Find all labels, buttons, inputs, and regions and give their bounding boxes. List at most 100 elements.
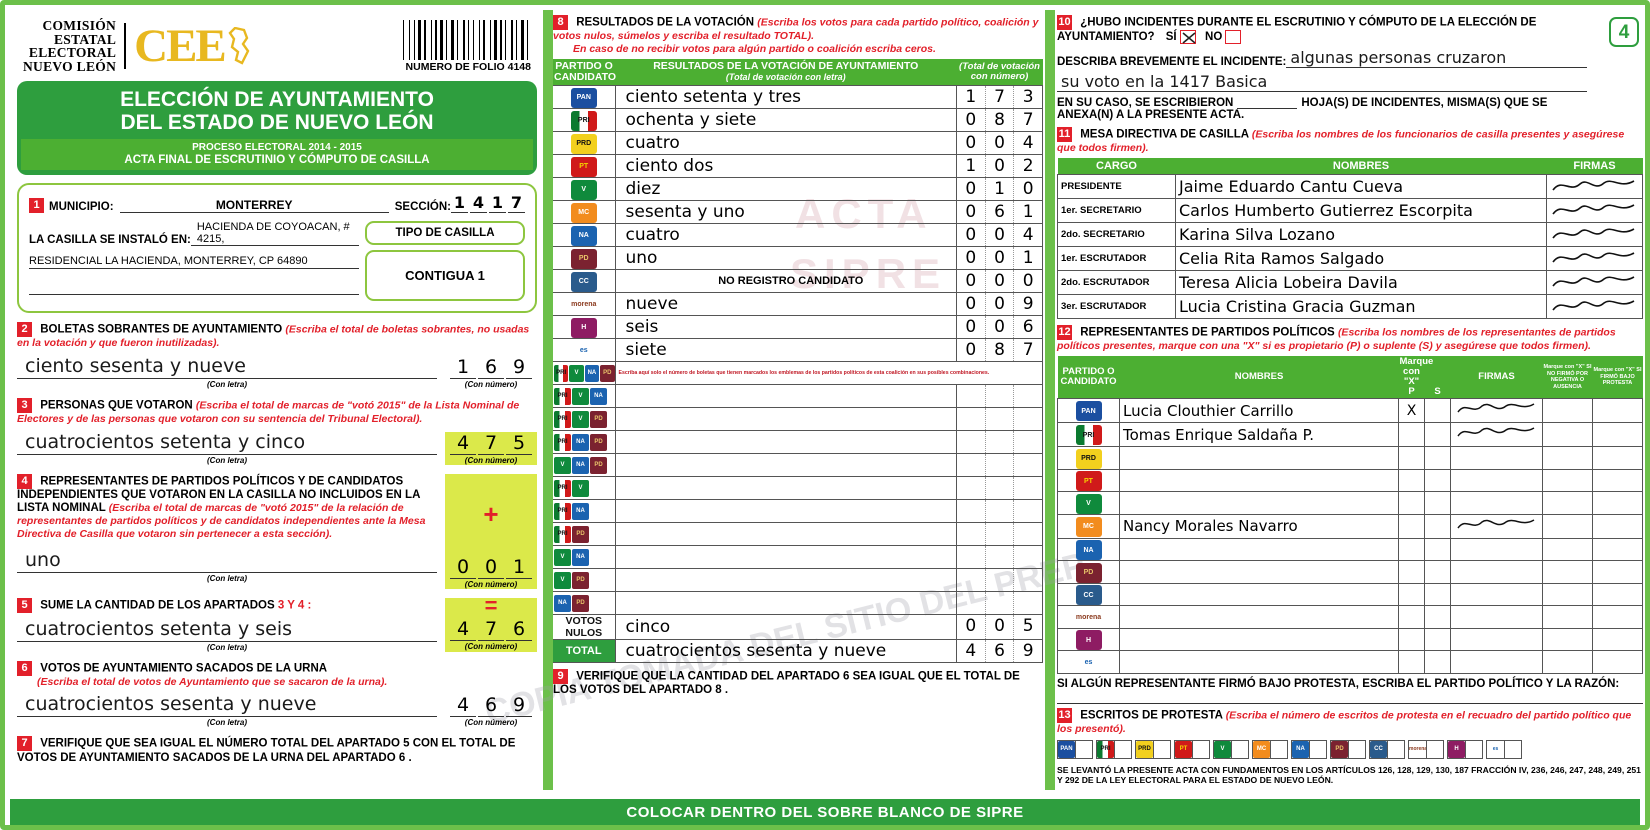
rep-bajo-protesta[interactable]	[1592, 605, 1643, 629]
vote-row-letra[interactable]: ochenta y siete	[614, 108, 957, 132]
coalition-letra[interactable]	[614, 384, 957, 408]
rep-no-firmo[interactable]	[1542, 513, 1593, 539]
rep-propietario-mark[interactable]	[1398, 627, 1425, 652]
incident-line-1[interactable]: algunas personas cruzaron	[1286, 48, 1587, 69]
section-2-numbox[interactable]: 1 6 9 (Con número)	[445, 356, 537, 389]
domicilio-line-1[interactable]: HACIENDA DE COYOACAN, # 4215,	[190, 221, 359, 246]
rep-bajo-protesta[interactable]	[1592, 582, 1643, 607]
coalition-letra[interactable]	[614, 499, 957, 523]
rep-propietario-mark[interactable]	[1398, 446, 1425, 470]
rep-propietario-mark[interactable]	[1398, 537, 1425, 562]
coalition-letra[interactable]	[614, 522, 957, 546]
rep-propietario-mark[interactable]	[1398, 560, 1425, 584]
rep-nombre[interactable]	[1119, 468, 1399, 493]
incident-line-2[interactable]: su voto en la 1417 Basica	[1057, 72, 1587, 93]
mesa-firma[interactable]	[1546, 294, 1643, 320]
rep-bajo-protesta[interactable]	[1592, 560, 1643, 584]
rep-suplente-mark[interactable]	[1424, 422, 1451, 448]
mesa-nombre[interactable]: Teresa Alicia Lobeira Davila	[1175, 270, 1547, 296]
mesa-firma[interactable]	[1546, 222, 1643, 248]
protest-count-input[interactable]	[1075, 740, 1092, 758]
rep-firma[interactable]	[1450, 446, 1543, 470]
rep-firma[interactable]	[1450, 627, 1543, 652]
rep-bajo-protesta[interactable]	[1592, 491, 1643, 515]
rep-suplente-mark[interactable]	[1424, 446, 1451, 470]
protest-count-input[interactable]	[1231, 740, 1248, 758]
section-4-letra-field[interactable]: uno	[17, 547, 437, 573]
rep-suplente-mark[interactable]	[1424, 627, 1451, 652]
tipo-casilla-value[interactable]: CONTIGUA 1	[365, 250, 525, 301]
rep-no-firmo[interactable]	[1542, 627, 1593, 652]
rep-propietario-mark[interactable]	[1398, 491, 1425, 515]
rep-nombre[interactable]: Lucia Clouthier Carrillo	[1119, 398, 1399, 424]
protest-count-input[interactable]	[1465, 740, 1482, 758]
rep-propietario-mark[interactable]	[1398, 582, 1425, 607]
section-3-letra-field[interactable]: cuatrocientos setenta y cinco	[17, 429, 437, 455]
protest-count-input[interactable]	[1426, 740, 1443, 758]
rep-bajo-protesta[interactable]	[1592, 537, 1643, 562]
vote-row-letra[interactable]: sesenta y uno	[614, 200, 957, 224]
vote-row-letra[interactable]: NO REGISTRO CANDIDATO	[614, 269, 957, 293]
protest-count-input[interactable]	[1153, 740, 1170, 758]
rep-firma[interactable]	[1450, 650, 1543, 674]
vote-row-letra[interactable]: diez	[614, 177, 957, 201]
protest-count-input[interactable]	[1192, 740, 1209, 758]
domicilio-line-2[interactable]: RESIDENCIAL LA HACIENDA, MONTERREY, CP 6…	[29, 255, 359, 269]
rep-suplente-mark[interactable]	[1424, 537, 1451, 562]
protest-count-input[interactable]	[1504, 740, 1521, 758]
coalition-digits[interactable]	[956, 499, 1043, 523]
rep-suplente-mark[interactable]	[1424, 605, 1451, 629]
section-6-letra-field[interactable]: cuatrocientos sesenta y nueve	[17, 691, 437, 717]
vote-row-letra[interactable]: siete	[614, 338, 957, 362]
protest-count-input[interactable]	[1387, 740, 1404, 758]
rep-no-firmo[interactable]	[1542, 582, 1593, 607]
mesa-nombre[interactable]: Lucia Cristina Gracia Guzman	[1175, 294, 1547, 320]
rep-no-firmo[interactable]	[1542, 422, 1593, 448]
rep-nombre[interactable]	[1119, 650, 1399, 674]
rep-propietario-mark[interactable]	[1398, 513, 1425, 539]
rep-nombre[interactable]	[1119, 491, 1399, 515]
rep-firma[interactable]	[1450, 491, 1543, 515]
section-4-numbox[interactable]: + 0 0 1 (Con número)	[445, 474, 537, 589]
rep-propietario-mark[interactable]	[1398, 605, 1425, 629]
protest-note-field[interactable]	[1057, 690, 1643, 704]
coalition-digits[interactable]	[956, 407, 1043, 431]
coalition-letra[interactable]	[614, 453, 957, 477]
section-6-numbox[interactable]: 4 6 9 (Con número)	[445, 694, 537, 727]
rep-firma[interactable]	[1450, 422, 1543, 448]
mesa-nombre[interactable]: Celia Rita Ramos Salgado	[1175, 246, 1547, 272]
rep-suplente-mark[interactable]	[1424, 560, 1451, 584]
rep-firma[interactable]	[1450, 605, 1543, 629]
coalition-digits[interactable]	[956, 384, 1043, 408]
rep-bajo-protesta[interactable]	[1592, 446, 1643, 470]
coalition-letra[interactable]	[614, 545, 957, 569]
no-checkbox[interactable]	[1225, 30, 1242, 44]
coalition-digits[interactable]	[956, 453, 1043, 477]
domicilio-line-3[interactable]	[29, 278, 359, 295]
vote-row-letra[interactable]: ciento dos	[614, 154, 957, 178]
rep-nombre[interactable]	[1119, 446, 1399, 470]
municipio-value[interactable]: MONTERREY	[119, 198, 389, 213]
vote-row-letra[interactable]: ciento setenta y tres	[614, 85, 957, 109]
rep-no-firmo[interactable]	[1542, 491, 1593, 515]
mesa-nombre[interactable]: Jaime Eduardo Cantu Cueva	[1175, 174, 1547, 200]
rep-bajo-protesta[interactable]	[1592, 398, 1643, 424]
rep-nombre[interactable]: Nancy Morales Navarro	[1119, 513, 1399, 539]
rep-bajo-protesta[interactable]	[1592, 468, 1643, 493]
rep-no-firmo[interactable]	[1542, 446, 1593, 470]
rep-firma[interactable]	[1450, 537, 1543, 562]
vote-row-letra[interactable]: seis	[614, 315, 957, 339]
coalition-letra[interactable]	[614, 568, 957, 592]
rep-nombre[interactable]	[1119, 537, 1399, 562]
coalition-letra[interactable]	[614, 430, 957, 454]
coalition-digits[interactable]	[956, 545, 1043, 569]
coalition-digits[interactable]	[956, 522, 1043, 546]
rep-bajo-protesta[interactable]	[1592, 513, 1643, 539]
mesa-firma[interactable]	[1546, 246, 1643, 272]
